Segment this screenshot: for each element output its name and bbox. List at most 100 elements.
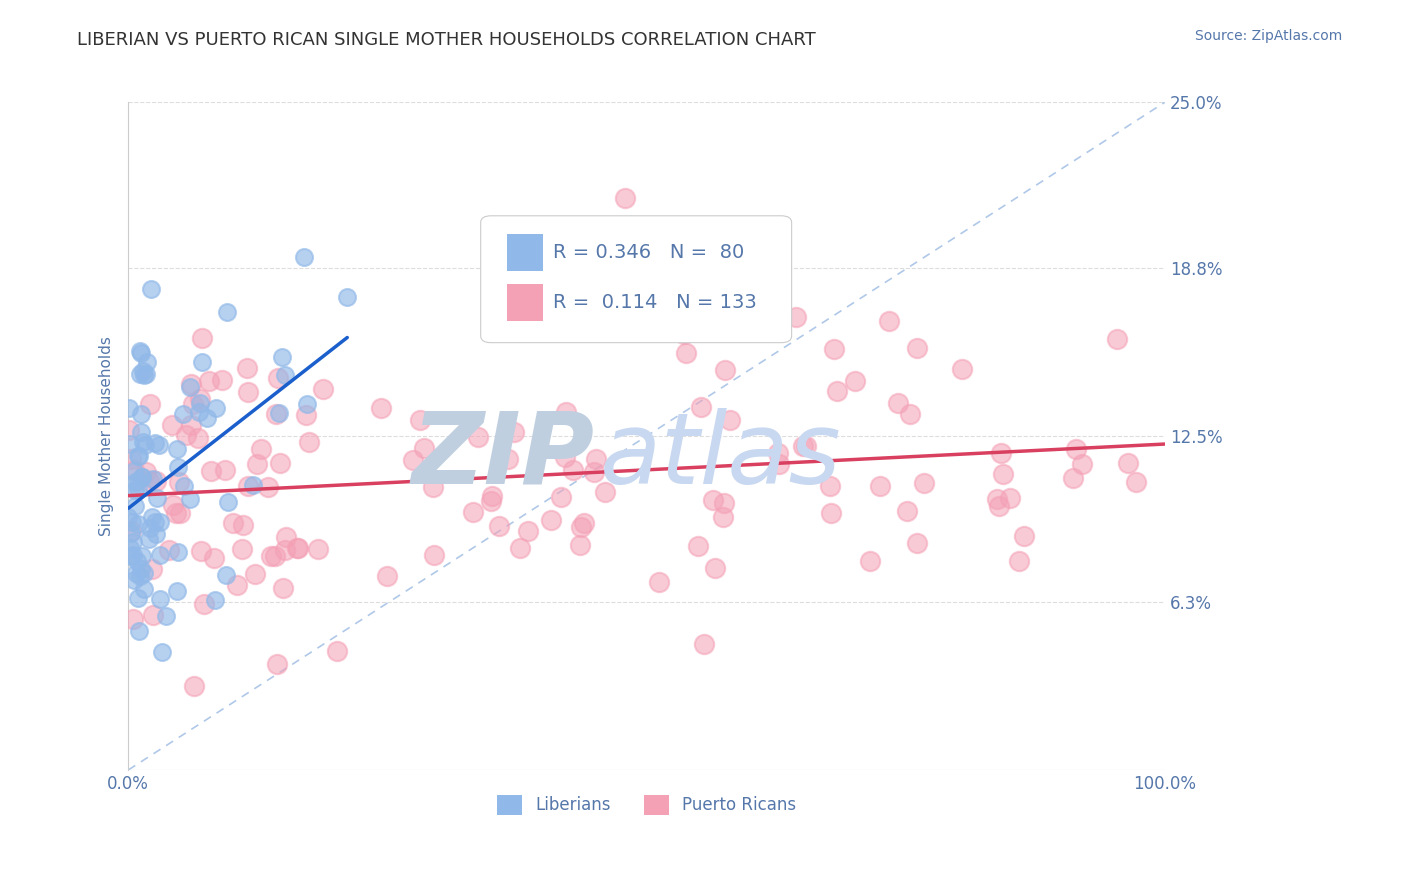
Point (131, 435, 153, 450)
Point (128, 624, 150, 638)
Point (162, 498, 184, 512)
Point (1116, 456, 1139, 470)
Point (141, 282, 163, 296)
Point (139, 521, 162, 535)
Text: R =  0.114   N = 133: R = 0.114 N = 133 (553, 293, 756, 312)
Point (191, 355, 214, 369)
Point (118, 401, 141, 415)
Point (145, 526, 167, 541)
Point (785, 310, 807, 324)
Point (987, 499, 1010, 513)
Point (823, 343, 845, 357)
Point (134, 368, 156, 382)
Point (129, 346, 152, 360)
Point (713, 495, 735, 509)
Point (422, 479, 444, 493)
Point (149, 515, 172, 529)
Point (179, 492, 201, 507)
Point (195, 410, 218, 425)
Point (243, 566, 266, 581)
Point (986, 492, 1008, 507)
Point (569, 538, 592, 552)
Point (127, 449, 149, 463)
Point (264, 407, 287, 421)
Point (211, 373, 233, 387)
Point (269, 457, 291, 471)
Point (297, 397, 319, 411)
Text: ZIP: ZIP (412, 408, 595, 505)
Point (274, 368, 297, 383)
Point (128, 344, 150, 359)
Point (423, 548, 446, 562)
Point (886, 395, 908, 409)
Point (496, 452, 519, 467)
Point (215, 567, 238, 582)
Point (1012, 529, 1035, 543)
Text: R = 0.346   N =  80: R = 0.346 N = 80 (553, 243, 745, 262)
Point (188, 405, 211, 419)
Point (768, 458, 790, 472)
Point (905, 342, 928, 356)
Point (274, 543, 297, 558)
Point (125, 566, 148, 580)
Point (190, 331, 212, 345)
Point (138, 474, 160, 488)
Point (141, 562, 163, 576)
Point (173, 479, 195, 493)
Point (128, 449, 150, 463)
Point (375, 569, 398, 583)
Point (183, 397, 205, 411)
Point (336, 290, 359, 304)
Point (135, 465, 157, 479)
Point (672, 327, 695, 342)
Point (1107, 332, 1129, 346)
Point (950, 362, 973, 376)
Point (1062, 470, 1084, 484)
FancyBboxPatch shape (481, 216, 792, 343)
Text: Source: ZipAtlas.com: Source: ZipAtlas.com (1195, 29, 1343, 43)
Point (146, 491, 169, 505)
Point (569, 520, 592, 534)
Point (266, 657, 288, 671)
Point (217, 305, 239, 319)
Point (298, 435, 321, 450)
Point (287, 541, 309, 556)
Point (129, 562, 152, 576)
Point (271, 581, 294, 595)
Point (271, 350, 294, 364)
Point (718, 413, 741, 427)
Point (905, 535, 928, 549)
Point (998, 491, 1021, 506)
Point (264, 549, 287, 564)
Point (122, 464, 145, 478)
Point (180, 377, 202, 392)
Point (202, 550, 225, 565)
Point (276, 531, 298, 545)
Point (143, 515, 166, 529)
Point (245, 458, 267, 472)
Point (408, 413, 430, 427)
Point (555, 405, 578, 419)
Point (143, 435, 166, 450)
Point (155, 608, 177, 623)
Point (176, 428, 198, 442)
Point (859, 554, 882, 568)
Point (217, 494, 239, 508)
Point (540, 513, 562, 527)
Point (896, 504, 918, 518)
Point (118, 541, 141, 555)
Legend: Liberians, Puerto Ricans: Liberians, Puerto Ricans (491, 789, 803, 822)
Point (461, 505, 484, 519)
Point (129, 408, 152, 422)
Point (554, 450, 576, 465)
Point (714, 362, 737, 376)
Point (150, 645, 173, 659)
Point (183, 679, 205, 693)
Point (794, 439, 817, 453)
Point (124, 483, 146, 498)
Point (614, 191, 637, 205)
Point (267, 406, 290, 420)
Point (131, 425, 153, 439)
Point (267, 371, 290, 385)
Point (135, 367, 157, 381)
